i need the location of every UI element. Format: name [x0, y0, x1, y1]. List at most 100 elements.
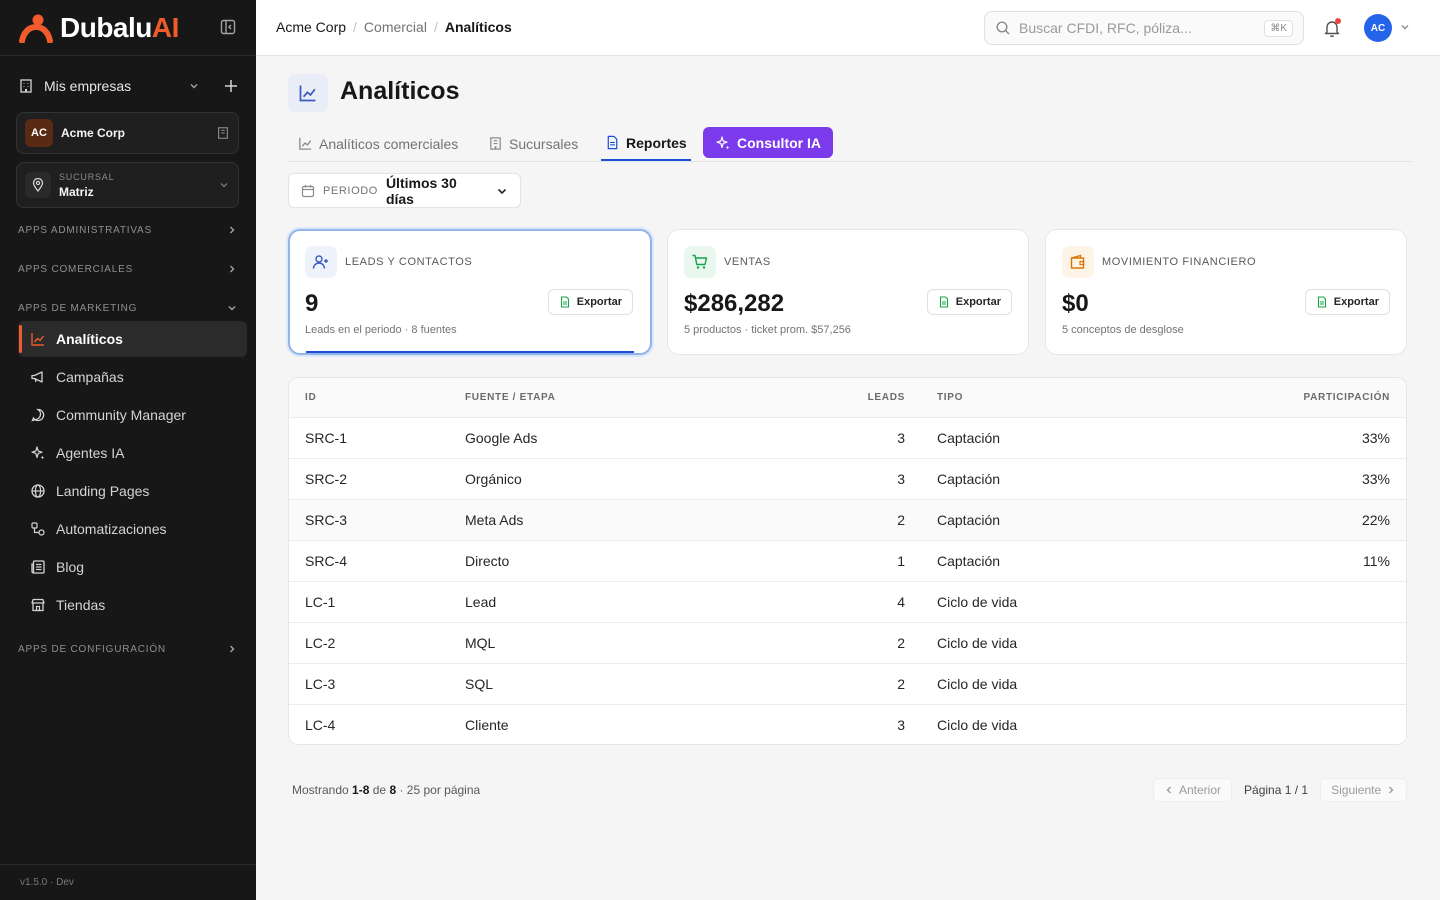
- sidebar-item-label: Analíticos: [56, 331, 123, 347]
- column-header-type[interactable]: TIPO: [905, 378, 1205, 418]
- breadcrumb-separator: /: [433, 19, 438, 35]
- section-apps-admin[interactable]: APPS ADMINISTRATIVAS: [18, 222, 238, 238]
- spreadsheet-icon: [939, 296, 948, 308]
- cell-leads: 3: [815, 458, 905, 500]
- notification-dot: [1335, 18, 1341, 24]
- sidebar-item-label: Agentes IA: [56, 445, 125, 461]
- next-page-button[interactable]: Siguiente: [1320, 778, 1408, 802]
- branch-selector[interactable]: SUCURSAL Matriz: [16, 162, 239, 208]
- section-apps-comercial[interactable]: APPS COMERCIALES: [18, 261, 238, 277]
- search-input[interactable]: [1019, 20, 1257, 36]
- cell-source: Meta Ads: [465, 499, 815, 541]
- companies-row: Mis empresas: [18, 76, 238, 96]
- section-apps-marketing[interactable]: APPS DE MARKETING: [18, 300, 238, 316]
- card-label: LEADS Y CONTACTOS: [345, 256, 473, 268]
- tab-sucursales[interactable]: Sucursales: [484, 126, 582, 161]
- cell-type: Ciclo de vida: [905, 663, 1205, 705]
- export-button[interactable]: Exportar: [926, 289, 1012, 315]
- chevron-right-icon: [1389, 786, 1394, 794]
- app-logo[interactable]: DubaluAI: [18, 12, 179, 44]
- companies-label[interactable]: Mis empresas: [44, 78, 132, 94]
- cell-leads: 4: [815, 581, 905, 623]
- shopping-cart-icon: [684, 246, 716, 278]
- breadcrumb-company[interactable]: Acme Corp: [276, 19, 347, 35]
- sidebar-item-label: Community Manager: [56, 407, 186, 423]
- card-value: $286,282: [684, 290, 785, 317]
- cell-leads: 2: [815, 622, 905, 664]
- column-header-id[interactable]: ID: [289, 378, 465, 418]
- export-button[interactable]: Exportar: [1304, 289, 1390, 315]
- period-selector[interactable]: PERIODO Últimos 30 días: [288, 173, 521, 208]
- column-header-share[interactable]: PARTICIPACIÓN: [1205, 378, 1406, 418]
- table-row[interactable]: SRC-2 Orgánico 3 Captación 33%: [289, 458, 1406, 500]
- sidebar-item-label: Landing Pages: [56, 483, 150, 499]
- page-indicator: Página 1 / 1: [1244, 783, 1309, 797]
- report-table: ID FUENTE / ETAPA LEADS TIPO PARTICIPACI…: [288, 377, 1407, 745]
- chevron-down-icon: [497, 188, 507, 194]
- topbar: Acme Corp / Comercial / Analíticos ⌘K AC: [256, 0, 1440, 56]
- sidebar-item-landing-pages[interactable]: Landing Pages: [18, 473, 247, 509]
- cell-type: Ciclo de vida: [905, 622, 1205, 664]
- cell-share: 33%: [1205, 417, 1406, 459]
- export-button[interactable]: Exportar: [547, 289, 633, 315]
- kpi-card-movimiento-financiero[interactable]: MOVIMIENTO FINANCIERO $0 5 conceptos de …: [1045, 229, 1407, 355]
- kpi-card-leads[interactable]: LEADS Y CONTACTOS 9 Leads en el periodo …: [288, 229, 652, 355]
- table-row[interactable]: SRC-1 Google Ads 3 Captación 33%: [289, 417, 1406, 459]
- column-header-source[interactable]: FUENTE / ETAPA: [465, 378, 815, 418]
- kpi-card-ventas[interactable]: VENTAS $286,282 5 productos · ticket pro…: [667, 229, 1029, 355]
- tab-reportes[interactable]: Reportes: [601, 126, 691, 161]
- table-row[interactable]: LC-3 SQL 2 Ciclo de vida: [289, 663, 1406, 705]
- chevron-down-icon: [228, 306, 236, 311]
- bell-icon: [1324, 21, 1340, 38]
- sidebar-item-blog[interactable]: Blog: [18, 549, 247, 585]
- store-icon: [31, 598, 45, 612]
- notifications-button[interactable]: [1322, 18, 1342, 38]
- sidebar-item-automatizaciones[interactable]: Automatizaciones: [18, 511, 247, 547]
- cell-share: 11%: [1205, 540, 1406, 582]
- user-avatar[interactable]: AC: [1364, 14, 1392, 42]
- chevron-down-icon[interactable]: [188, 80, 200, 92]
- card-label: VENTAS: [724, 256, 771, 268]
- breadcrumb-section[interactable]: Comercial: [363, 19, 427, 35]
- add-company-icon[interactable]: [224, 79, 238, 93]
- company-name: Acme Corp: [61, 126, 126, 140]
- section-apps-config[interactable]: APPS DE CONFIGURACIÓN: [18, 641, 238, 657]
- pagination: Anterior Página 1 / 1 Siguiente: [1153, 778, 1408, 802]
- app-name: DubaluAI: [60, 11, 179, 43]
- globe-icon: [31, 484, 45, 498]
- tab-consultor-ia[interactable]: Consultor IA: [703, 127, 833, 158]
- building-icon: [218, 127, 228, 139]
- cell-source: Orgánico: [465, 458, 815, 500]
- cell-leads: 1: [815, 540, 905, 582]
- cell-share: [1205, 704, 1406, 744]
- tab-analiticos-comerciales[interactable]: Analíticos comerciales: [294, 126, 462, 161]
- chevron-down-icon: [220, 183, 228, 188]
- collapse-sidebar-icon[interactable]: [220, 19, 236, 35]
- sidebar-item-campanas[interactable]: Campañas: [18, 359, 247, 395]
- page-chart-icon: [288, 74, 328, 112]
- table-row[interactable]: LC-4 Cliente 3 Ciclo de vida: [289, 704, 1406, 744]
- sidebar-item-agentes-ia[interactable]: Agentes IA: [18, 435, 247, 471]
- company-selector[interactable]: AC Acme Corp: [16, 112, 239, 154]
- cell-id: LC-4: [305, 716, 336, 733]
- previous-page-button[interactable]: Anterior: [1153, 778, 1233, 802]
- sidebar-item-community-manager[interactable]: Community Manager: [18, 397, 247, 433]
- sidebar-item-tiendas[interactable]: Tiendas: [18, 587, 247, 623]
- sidebar-item-analiticos[interactable]: Analíticos: [18, 321, 247, 357]
- table-row[interactable]: LC-2 MQL 2 Ciclo de vida: [289, 622, 1406, 664]
- chevron-down-icon[interactable]: [1399, 21, 1411, 33]
- map-pin-icon: [25, 172, 51, 198]
- table-row[interactable]: SRC-3 Meta Ads 2 Captación 22%: [289, 499, 1406, 541]
- breadcrumb: Acme Corp / Comercial / Analíticos: [276, 19, 512, 35]
- app-version: v1.5.0 · Dev: [0, 864, 256, 900]
- spreadsheet-icon: [1317, 296, 1326, 308]
- card-value: 9: [305, 290, 319, 317]
- cell-type: Captación: [905, 417, 1205, 459]
- cell-type: Captación: [905, 458, 1205, 500]
- cell-leads: 3: [815, 417, 905, 459]
- cell-source: SQL: [465, 663, 815, 705]
- column-header-leads[interactable]: LEADS: [815, 378, 905, 418]
- table-row[interactable]: LC-1 Lead 4 Ciclo de vida: [289, 581, 1406, 623]
- cell-id: SRC-3: [289, 499, 465, 541]
- table-row[interactable]: SRC-4 Directo 1 Captación 11%: [289, 540, 1406, 582]
